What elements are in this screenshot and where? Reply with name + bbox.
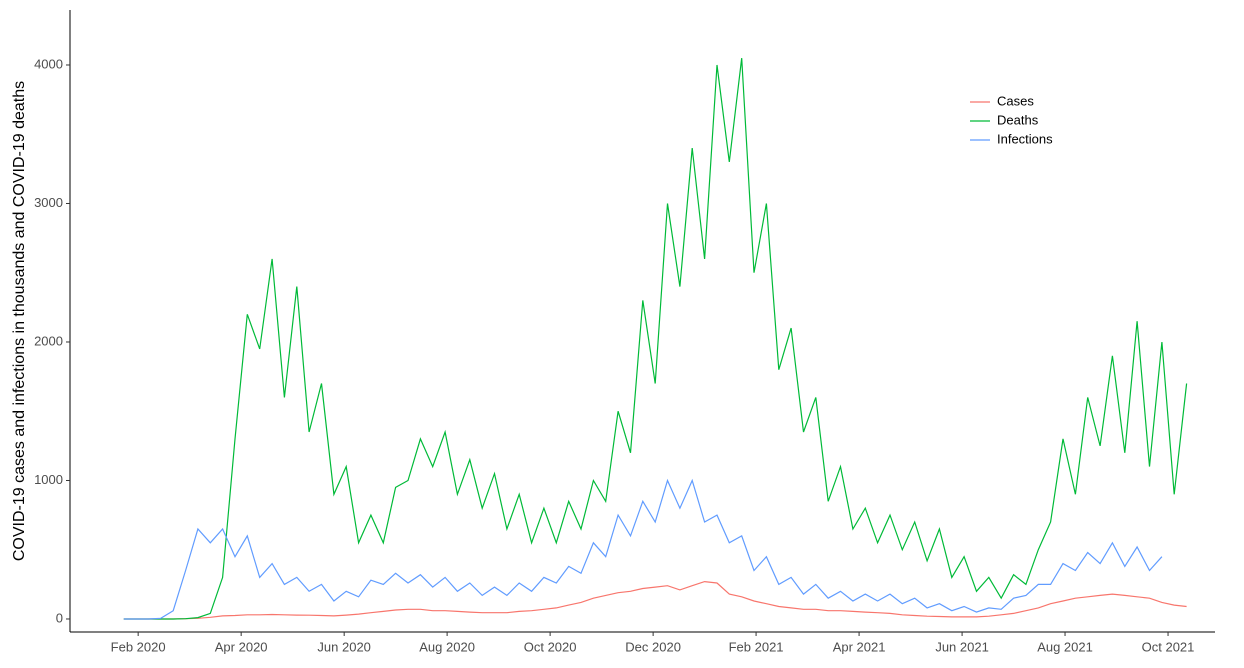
- y-tick-label: 3000: [34, 195, 63, 210]
- line: [123, 478, 1163, 620]
- y-tick-label: 1000: [34, 472, 63, 487]
- x-tick-label: Aug 2020: [419, 639, 475, 654]
- x-tick-label: Jun 2021: [935, 639, 989, 654]
- y-tick-label: 4000: [34, 56, 63, 71]
- x-tick-label: Apr 2021: [833, 639, 886, 654]
- legend-label: Deaths: [997, 112, 1039, 127]
- legend-label: Infections: [997, 131, 1053, 146]
- x-tick-label: Oct 2020: [524, 639, 577, 654]
- x-tick-label: Apr 2020: [215, 639, 268, 654]
- x-tick-label: Feb 2020: [111, 639, 166, 654]
- y-axis-label: COVID-19 cases and infections in thousan…: [11, 81, 28, 561]
- y-tick-label: 0: [56, 610, 63, 625]
- x-tick-label: Aug 2021: [1037, 639, 1093, 654]
- line: [123, 58, 1188, 620]
- legend-label: Cases: [997, 93, 1034, 108]
- line: [123, 580, 1187, 620]
- x-tick-label: Feb 2021: [729, 639, 784, 654]
- x-tick-label: Oct 2021: [1142, 639, 1195, 654]
- x-tick-label: Dec 2020: [625, 639, 681, 654]
- y-tick-label: 2000: [34, 333, 63, 348]
- x-tick-label: Jun 2020: [317, 639, 371, 654]
